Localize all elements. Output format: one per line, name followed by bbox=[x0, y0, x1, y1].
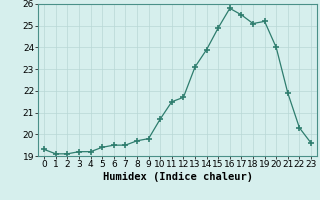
X-axis label: Humidex (Indice chaleur): Humidex (Indice chaleur) bbox=[103, 172, 252, 182]
